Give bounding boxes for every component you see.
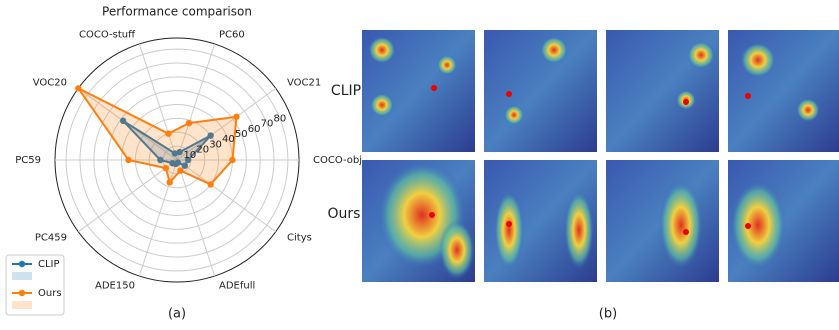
legend-label: Ours [38,288,62,299]
axis-label: Citys [287,233,312,244]
axis-label: PC59 [15,155,41,166]
r-tick-label: 60 [248,124,261,135]
legend-patch [12,301,32,309]
axis-label: ADEfull [219,281,255,292]
r-tick-label: 20 [196,145,209,156]
r-tick-label: 80 [273,113,286,124]
row-label: Ours [328,206,361,222]
point [167,179,173,185]
series-area [78,88,236,184]
figure: Performance comparison (a) (b) CLIP Ours… [0,0,839,326]
point [186,120,192,126]
legend-patch [12,272,32,280]
point [177,167,183,173]
axis-label: COCO-stuff [79,29,136,40]
r-tick-label: 40 [222,134,235,145]
legend-label: CLIP [38,259,60,270]
point [233,114,239,120]
spoke [78,160,177,232]
row-label: CLIP [331,83,361,99]
chart-title: Performance comparison [102,5,252,19]
legend-marker [19,290,25,296]
point [207,181,213,187]
caption: (a) [168,307,186,322]
point [125,157,131,163]
axis-label: PC459 [35,233,67,244]
point [75,85,81,91]
r-tick-label: 30 [209,139,222,150]
axis-label: COCO-obj [313,155,362,166]
axis-label: PC60 [219,29,245,40]
point [165,130,171,136]
image-grid [362,30,839,282]
r-tick-label: 70 [261,119,274,130]
r-tick-label: 50 [235,129,248,140]
axis-label: VOC21 [287,77,321,88]
axis-label: ADE150 [95,281,135,292]
legend: CLIP Ours [6,255,64,315]
axis-label: VOC20 [33,77,67,88]
point [229,157,235,163]
r-tick-label: 10 [183,150,196,161]
caption: (b) [599,307,617,322]
legend-marker [19,261,25,267]
point [163,165,169,171]
